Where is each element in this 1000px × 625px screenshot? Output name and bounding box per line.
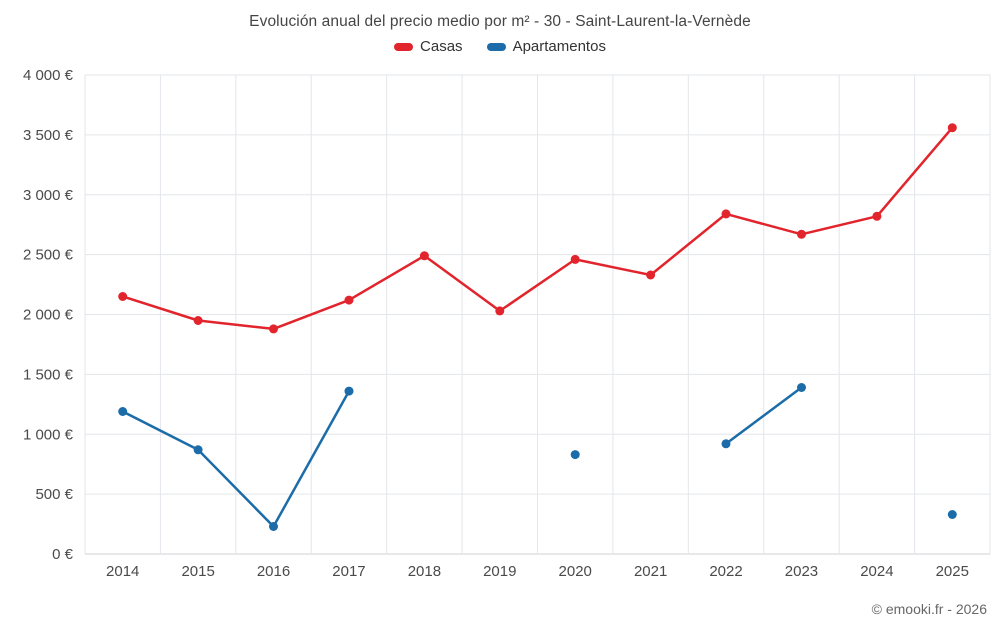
x-axis-label: 2021 [634, 563, 667, 580]
data-point-casas-2021[interactable] [646, 270, 656, 280]
x-axis-label: 2022 [709, 563, 742, 580]
data-point-apartamentos-2016[interactable] [269, 522, 278, 531]
x-axis-label: 2017 [332, 563, 365, 580]
apartamentos-series-marker-icon [486, 42, 506, 51]
data-point-apartamentos-2020[interactable] [570, 450, 580, 460]
data-point-casas-2017[interactable] [344, 295, 354, 305]
data-point-casas-2015[interactable] [193, 316, 203, 325]
y-axis-label: 3 000 € [23, 187, 74, 204]
y-axis-label: 1 000 € [23, 426, 74, 443]
legend-item-casas[interactable]: Casas [394, 38, 463, 55]
data-point-casas-2022[interactable] [721, 209, 731, 219]
data-point-casas-2024[interactable] [872, 211, 882, 221]
data-point-apartamentos-2022[interactable] [721, 439, 731, 449]
chart: Evolución anual del precio medio por m² … [0, 13, 1000, 617]
y-axis-label: 500 € [35, 486, 73, 503]
data-point-apartamentos-2015[interactable] [193, 445, 203, 455]
data-point-casas-2020[interactable] [570, 254, 580, 264]
y-axis-label: 3 500 € [23, 127, 74, 144]
data-point-casas-2023[interactable] [797, 229, 806, 239]
series-line-casas [121, 126, 954, 331]
chart-legend: Casas Apartamentos [0, 38, 1000, 55]
x-axis-label: 2014 [106, 563, 139, 580]
y-axis-label: 4 000 € [23, 67, 74, 84]
casas-series-marker-icon [394, 42, 414, 51]
data-point-apartamentos-2017[interactable] [344, 386, 354, 396]
y-axis-label: 1 500 € [23, 366, 74, 383]
x-axis-label: 2015 [181, 563, 214, 580]
data-point-casas-2016[interactable] [269, 324, 278, 334]
x-axis-label: 2016 [257, 563, 290, 580]
data-point-casas-2019[interactable] [495, 306, 505, 316]
legend-label-apartamentos: Apartamentos [512, 38, 606, 55]
data-point-apartamentos-2025[interactable] [947, 510, 957, 519]
legend-label-casas: Casas [420, 38, 463, 55]
x-axis-label: 2019 [483, 563, 516, 580]
data-point-apartamentos-2023[interactable] [797, 383, 806, 392]
data-point-casas-2025[interactable] [947, 123, 957, 133]
y-axis-label: 0 € [52, 546, 74, 563]
data-point-casas-2014[interactable] [118, 292, 128, 301]
y-axis-label: 2 000 € [23, 307, 74, 324]
x-axis-label: 2025 [936, 563, 969, 580]
chart-canvas: 0 € 500 € 1 000 € 1 500 € 2 000 € 2 500 € 3 00… [23, 67, 991, 580]
chart-title: Evolución anual del precio medio por m² … [249, 13, 751, 30]
data-point-casas-2018[interactable] [419, 251, 429, 261]
legend-item-apartamentos[interactable]: Apartamentos [486, 38, 606, 55]
copyright-credit: © emooki.fr - 2026 [871, 601, 987, 617]
x-axis-label: 2023 [785, 563, 818, 580]
y-axis-label: 2 500 € [23, 247, 74, 264]
x-axis-label: 2018 [408, 563, 441, 580]
data-point-apartamentos-2014[interactable] [118, 407, 128, 416]
x-axis-label: 2024 [860, 563, 893, 580]
x-axis-label: 2020 [559, 563, 592, 580]
